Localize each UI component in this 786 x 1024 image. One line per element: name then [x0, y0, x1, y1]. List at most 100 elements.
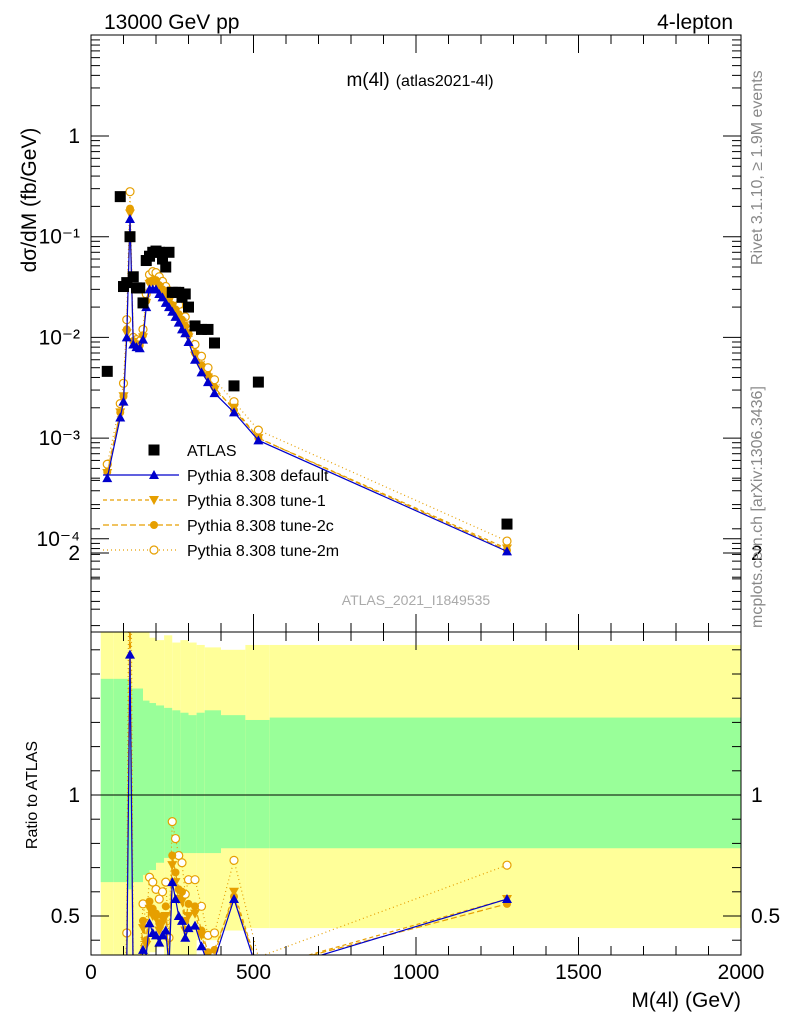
x-tick-label: 500 [236, 961, 271, 984]
legend: ATLAS Pythia 8.308 default Pythia 8.308 tu… [103, 443, 339, 560]
ratio-data-point [177, 858, 187, 868]
main-data-point [127, 271, 139, 283]
main-data-point [196, 323, 207, 335]
plot-title-sub: (atlas2021-4l) [396, 73, 494, 90]
main-data-point [209, 337, 220, 349]
main-data-point [253, 425, 263, 435]
main-data-point [253, 435, 264, 445]
green-band-bin [269, 717, 741, 849]
ratio-data-point [183, 912, 194, 921]
main-data-point [180, 328, 191, 338]
ratio-data-point [157, 887, 168, 897]
main-y-tick-label: 10⁻⁴ [37, 528, 80, 551]
main-data-point [153, 246, 165, 258]
ratio-data-point [168, 851, 177, 860]
legend-marker [149, 470, 159, 479]
ratio-y-axis-label: Ratio to ATLAS [24, 741, 41, 849]
legend-label: Pythia 8.308 tune-2m [187, 543, 339, 560]
ratio-data-point [190, 909, 200, 919]
legend-label: ATLAS [187, 443, 237, 460]
ratio-y-tick-label-right: 1 [751, 784, 763, 807]
main-data-point [160, 261, 172, 273]
legend-marker [150, 521, 158, 529]
main-data-point [173, 317, 184, 327]
main-data-point [209, 388, 220, 398]
main-data-point [252, 376, 264, 388]
ratio-data-point [502, 894, 512, 904]
x-tick-label: 0 [85, 961, 97, 984]
main-data-point [115, 412, 126, 422]
main-data-point [125, 187, 135, 197]
green-band-bin [143, 700, 150, 875]
green-band-bin [180, 712, 189, 854]
ratio-data-point [184, 899, 193, 908]
main-data-point [151, 278, 161, 288]
main-data-point [183, 337, 194, 347]
ratio-data-point [502, 860, 512, 870]
green-band-bin [156, 705, 165, 863]
main-data-point [124, 231, 136, 243]
ratio-y-tick-label-right: 2 [751, 542, 763, 565]
main-y-tick-label: 10⁻¹ [39, 226, 80, 249]
green-band-bin [221, 715, 246, 849]
ratio-series-clipped [122, 632, 512, 955]
main-data-point [134, 343, 145, 353]
green-band-bin [204, 710, 221, 854]
legend-label: Pythia 8.308 tune-1 [187, 493, 326, 510]
legend-marker [149, 545, 159, 555]
main-y-axis-label: dσ/dM (fb/GeV) [18, 128, 41, 273]
main-data-point [179, 288, 191, 300]
ratio-data-point [167, 817, 177, 827]
green-band-bin [131, 688, 143, 883]
plot-title-main: m(4l) [346, 70, 389, 91]
legend-label: Pythia 8.308 tune-2c [187, 518, 334, 535]
ratio-data-point [154, 926, 165, 936]
legend-marker [149, 496, 159, 505]
green-band-bin [113, 678, 129, 883]
main-data-point [502, 536, 512, 546]
main-data-point [189, 320, 201, 332]
main-data-point [170, 311, 181, 321]
main-data-point [183, 301, 194, 313]
ratio-data-point [167, 861, 178, 871]
main-data-point [134, 282, 146, 294]
ratio-data-point [229, 855, 239, 865]
ratio-data-point [141, 941, 152, 951]
side-label-top: Rivet 3.1.10, ≥ 1.9M events [749, 70, 766, 265]
ratio-data-point [209, 928, 220, 938]
ratio-data-point [170, 894, 181, 904]
main-y-tick-label: 1 [68, 125, 80, 148]
ratio-data-point [190, 875, 200, 885]
ratio-data-point [144, 904, 155, 914]
main-data-point [203, 377, 213, 387]
main-data-point [190, 354, 200, 364]
ratio-data-point [151, 914, 161, 924]
green-band-bin [149, 703, 156, 871]
ratio-data-point [229, 894, 239, 904]
side-label-bottom: mcplots.cern.ch [arXiv:1306.3436] [749, 386, 766, 628]
ratio-data-point [154, 894, 164, 904]
ratio-y-tick-label: 2 [68, 542, 80, 565]
main-data-point [121, 277, 133, 289]
main-y-tick-label: 10⁻³ [39, 427, 80, 450]
ratio-series-group [122, 632, 512, 955]
ratio-data-point [167, 877, 178, 887]
ratio-data-point [183, 923, 194, 933]
green-band-bin [164, 707, 173, 858]
plot-title: m(4l) (atlas2021-4l) [346, 70, 493, 91]
ratio-data-point [138, 944, 148, 954]
main-data-point [202, 323, 214, 335]
main-data-point [157, 253, 168, 265]
ratio-data-point [178, 887, 186, 896]
ratio-data-point [229, 887, 239, 897]
legend-label: Pythia 8.308 default [187, 468, 329, 485]
main-data-point [163, 246, 175, 258]
ratio-data-point [196, 941, 207, 951]
main-data-point [118, 396, 129, 406]
ratio-data-point [160, 912, 171, 921]
green-band-bin [128, 681, 132, 890]
ratio-data-point [161, 902, 170, 911]
green-band-bin [100, 678, 114, 883]
green-band-bin [245, 719, 270, 849]
